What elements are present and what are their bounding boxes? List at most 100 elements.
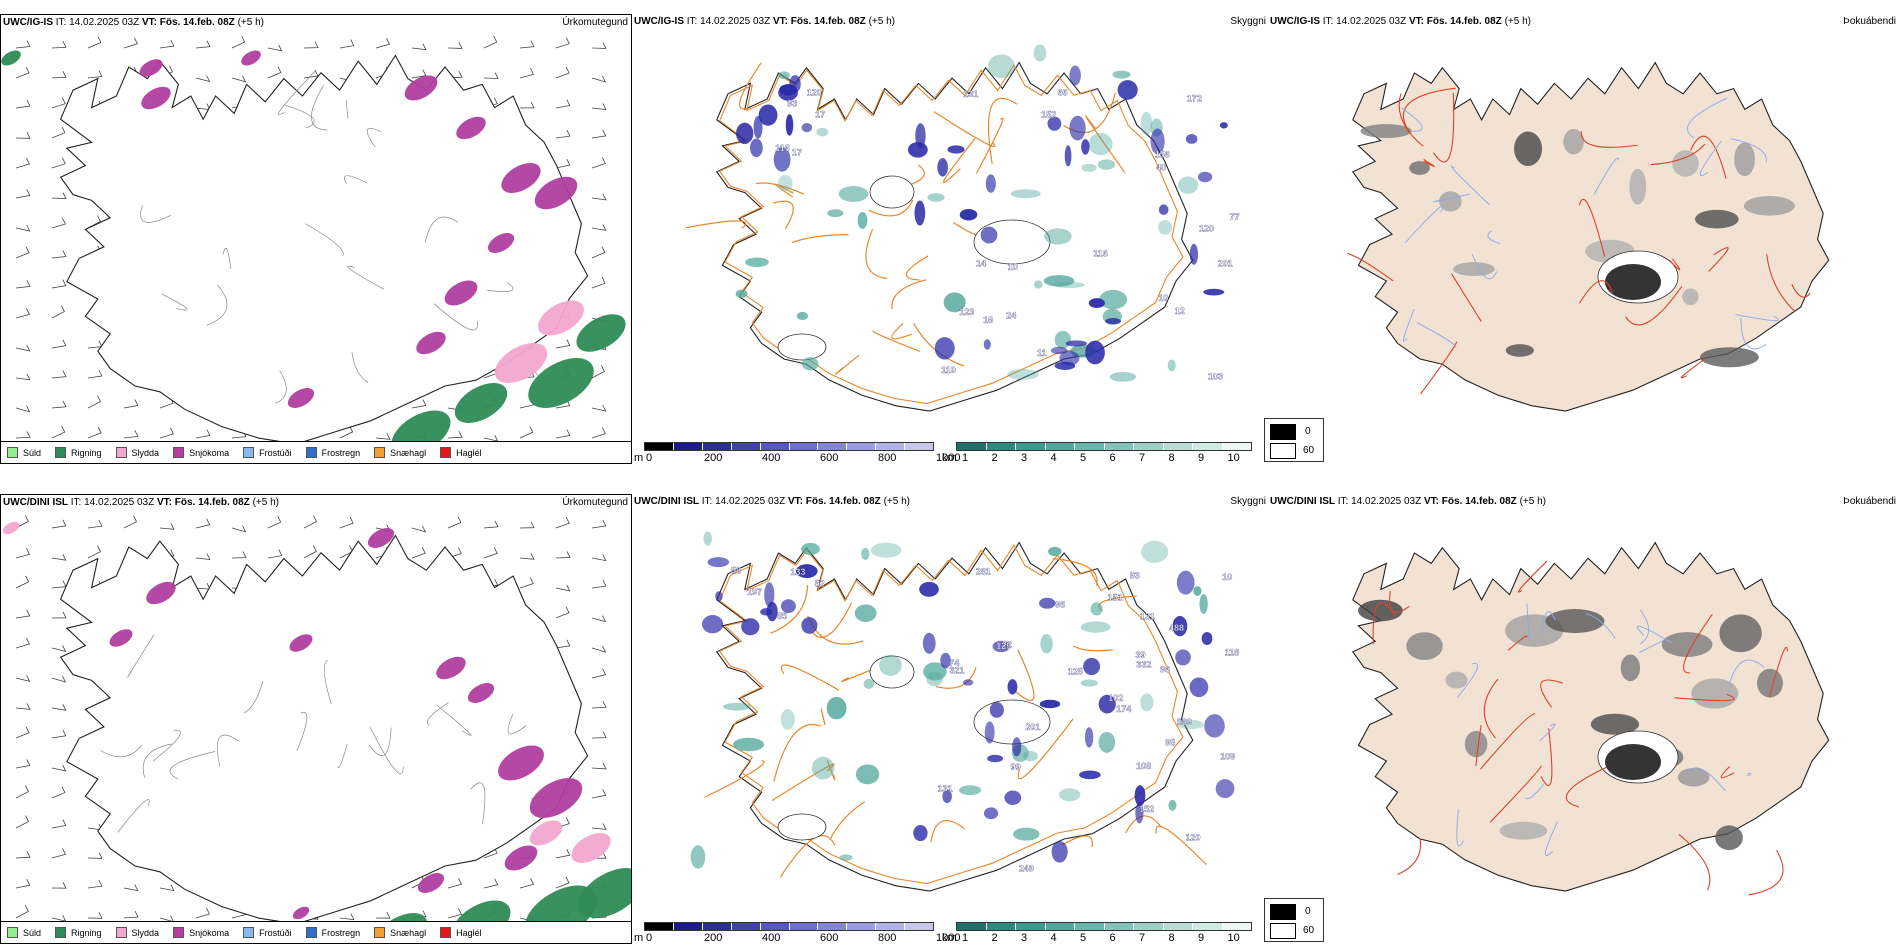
- colorbar-step: [1222, 443, 1251, 450]
- fog-cell: [1439, 191, 1462, 212]
- model-name: UWC/IG-IS: [634, 16, 684, 27]
- visibility-cell: [778, 71, 790, 80]
- valid-time: Fös. 14.feb. 08Z: [1426, 16, 1502, 27]
- legend-swatch: [305, 447, 317, 458]
- topo-line: [140, 204, 171, 223]
- wind-barb: [591, 823, 607, 830]
- visibility-cell: [1080, 621, 1111, 633]
- precip-cell: [498, 745, 544, 781]
- topo-line: [323, 659, 332, 705]
- wind-barb: [195, 40, 211, 49]
- road: [1517, 560, 1548, 593]
- ceiling-label: 52: [815, 579, 825, 589]
- precip-cell: [367, 528, 395, 548]
- ceiling-labels: 1209317171161077201172110241311610114012…: [775, 87, 1240, 381]
- init-label: IT:: [1322, 16, 1334, 27]
- precip-cell: [139, 59, 163, 77]
- legend-item: Snjókoma: [173, 927, 229, 938]
- river: [1526, 603, 1530, 641]
- init-label: IT:: [1337, 496, 1349, 507]
- visibility-cell: [923, 662, 947, 681]
- wind-barb: [51, 819, 67, 829]
- ceiling-cell: [785, 114, 794, 136]
- visibility-cell: [800, 542, 820, 556]
- visibility-cell: [1034, 280, 1043, 289]
- ceiling-label: 197: [747, 587, 762, 597]
- visibility-cell: [943, 292, 966, 313]
- ceiling-label: 152: [1139, 804, 1154, 814]
- fog-index-title: Þokuábendi: [1843, 16, 1896, 27]
- road: [891, 322, 913, 340]
- wind-barb: [591, 731, 607, 739]
- road: [770, 585, 809, 634]
- ceiling-tick-label: 400: [762, 932, 781, 944]
- colorbar-step: [847, 923, 877, 930]
- visibility-tick-label: 7: [1139, 452, 1146, 464]
- topo-line: [351, 352, 369, 384]
- precip-cell: [141, 86, 171, 110]
- ceiling-label: 103: [1208, 371, 1223, 381]
- wind-barb: [555, 606, 570, 619]
- wind-barb: [51, 848, 67, 859]
- fog-cell: [1360, 124, 1412, 139]
- coastline: [59, 534, 589, 925]
- road: [1681, 359, 1705, 379]
- ceiling-label: 10: [1158, 293, 1168, 303]
- road: [1012, 649, 1035, 701]
- ceiling-cell: [1175, 649, 1191, 666]
- wind-barb: [15, 703, 31, 710]
- topo-lines: [140, 69, 556, 404]
- visibility-cell: [1097, 159, 1116, 170]
- run-info: UWC/DINI ISL IT: 14.02.2025 03Z VT: Fös.…: [1270, 496, 1546, 507]
- wind-barb: [15, 785, 30, 799]
- topo-line: [127, 634, 155, 678]
- fog-cell: [1605, 744, 1661, 780]
- river: [1638, 639, 1664, 653]
- road: [1480, 713, 1536, 770]
- wind-barb: [195, 553, 211, 560]
- fog-cell: [1605, 264, 1661, 300]
- fog-key-swatch-min: [1270, 923, 1296, 939]
- river: [1687, 97, 1728, 139]
- legend-label: Rigning: [71, 447, 102, 458]
- wind-barb: [123, 910, 139, 919]
- ceiling-cell: [987, 754, 1004, 763]
- precip-type-panel: UWC/DINI ISL IT: 14.02.2025 03Z VT: Fös.…: [0, 494, 632, 944]
- visibility-colorbar: km 1 2 3 4 5 6 7 8 9 10: [942, 442, 1252, 464]
- fog-key-label-min: 60: [1303, 925, 1314, 936]
- visibility-tick-label: 9: [1198, 452, 1205, 464]
- road: [1540, 728, 1553, 787]
- lead-time: (+5 h): [1504, 16, 1531, 27]
- ceiling-tick: 1000: [936, 452, 960, 464]
- river: [1585, 613, 1616, 639]
- ceiling-cell: [1047, 116, 1062, 131]
- ceiling-cell: [1203, 288, 1225, 296]
- legend-label: Rigning: [71, 927, 102, 938]
- lead-time: (+5 h): [237, 17, 264, 28]
- road: [1389, 591, 1410, 613]
- legend-item: Frostúði: [243, 447, 292, 458]
- wind-barb: [339, 39, 355, 49]
- road: [1708, 247, 1729, 272]
- ceiling-tick-label: 1000: [936, 932, 961, 944]
- precip-cell: [109, 629, 133, 647]
- ceiling-label: 131: [938, 783, 953, 793]
- legend-item: Frostregn: [305, 927, 360, 938]
- precip-cell: [404, 75, 438, 101]
- lead-time: (+5 h): [868, 16, 895, 27]
- visibility-unit-text: km: [942, 452, 957, 464]
- precip-cell: [416, 331, 446, 355]
- fog-cell: [1682, 288, 1699, 306]
- ceiling-tick: 1000: [936, 932, 960, 944]
- run-info: UWC/IG-IS IT: 14.02.2025 03Z VT: Fös. 14…: [3, 17, 264, 28]
- wind-barb: [87, 545, 102, 559]
- run-info: UWC/DINI ISL IT: 14.02.2025 03Z VT: Fös.…: [634, 496, 910, 507]
- fog-key-max-text: 0: [1305, 426, 1311, 437]
- precip-cell: [487, 233, 515, 253]
- ceiling-label: 332: [1136, 660, 1151, 670]
- wind-barb: [15, 99, 31, 109]
- valid-time: Fös. 14.feb. 08Z: [805, 496, 881, 507]
- ceiling-label: 201: [1025, 722, 1040, 732]
- visibility-tick: 4: [1051, 452, 1057, 464]
- ceiling-label: 116: [1093, 249, 1108, 259]
